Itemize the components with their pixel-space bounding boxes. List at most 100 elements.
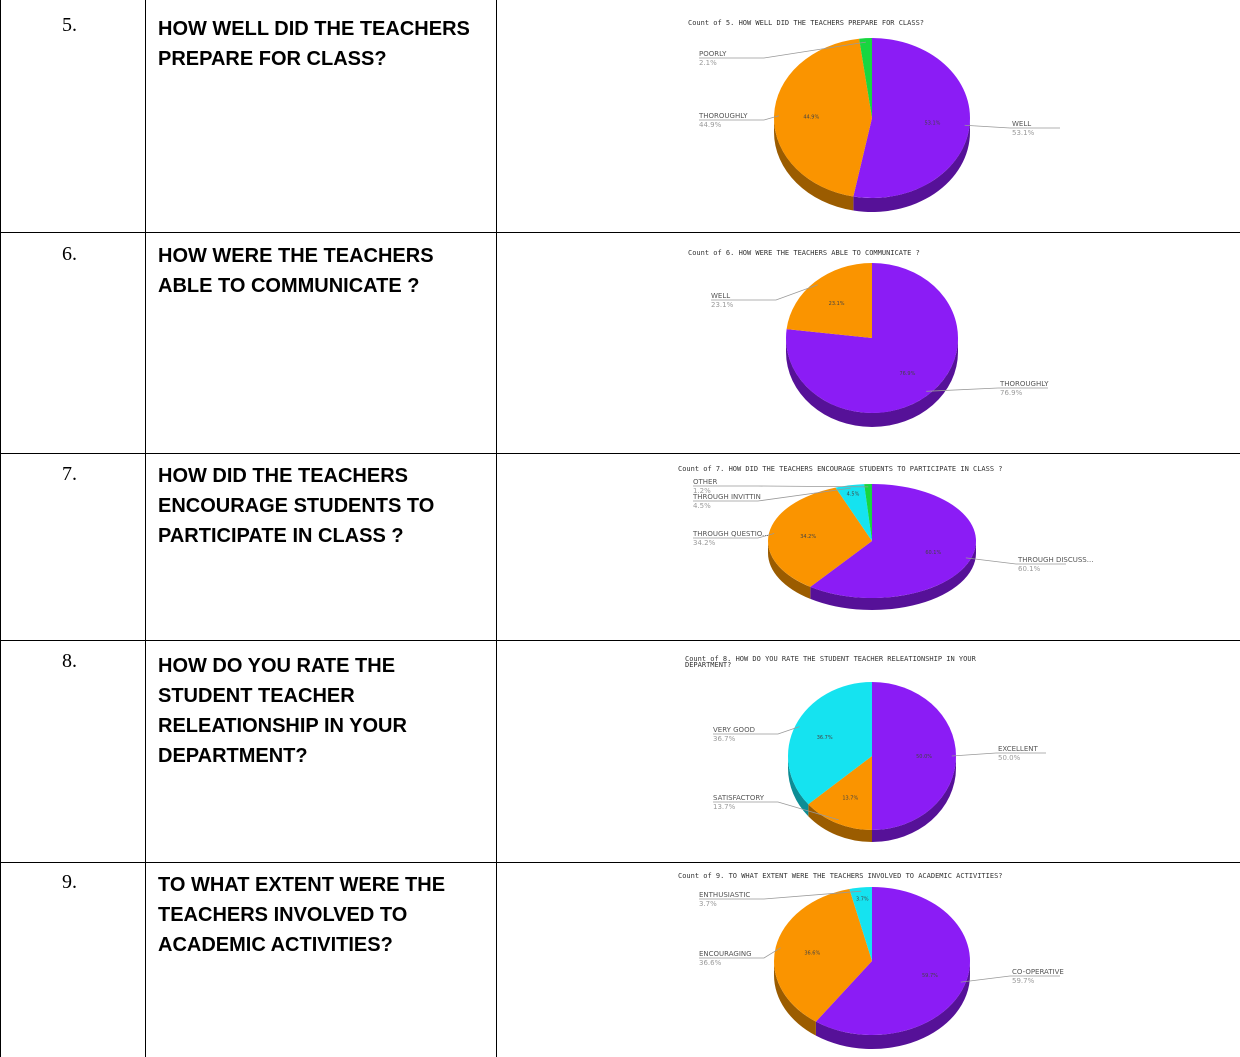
pie-slice-side	[810, 541, 976, 610]
slice-inside-label: 53.1%	[925, 121, 941, 127]
leader-line	[926, 387, 1048, 392]
slice-label: EXCELLENT	[998, 745, 1038, 753]
slice-label: THROUGH INVITTIN	[692, 493, 761, 501]
chart-title: Count of 6. HOW WERE THE TEACHERS ABLE T…	[688, 249, 920, 257]
leader-line	[693, 485, 869, 488]
pie-slice	[774, 888, 872, 1022]
slice-label: THOROUGHLY	[698, 112, 748, 120]
slice-percent: 76.9%	[1000, 389, 1023, 397]
slice-inside-label: 3.7%	[856, 897, 869, 903]
slice-inside-label: 50.0%	[916, 754, 932, 760]
slice-percent: 59.7%	[1012, 977, 1035, 985]
pie-slice	[788, 682, 872, 805]
leader-line	[699, 890, 862, 900]
column-divider-2	[496, 0, 497, 1057]
chart-title: Count of 9. TO WHAT EXTENT WERE THE TEAC…	[678, 872, 1003, 880]
pie-slice	[786, 263, 872, 338]
chart-title: Count of 5. HOW WELL DID THE TEACHERS PR…	[688, 19, 924, 27]
slice-percent: 1.2%	[693, 487, 711, 495]
pie-chart-q9: Count of 9. TO WHAT EXTENT WERE THE TEAC…	[660, 871, 1064, 1051]
pie-chart-svg: Count of 5. HOW WELL DID THE TEACHERS PR…	[688, 19, 1060, 212]
slice-label: CO-OPERATIVE	[1012, 968, 1064, 976]
chart-title: Count of 8. HOW DO YOU RATE THE STUDENT …	[685, 655, 977, 669]
pie-chart-q7: Count of 7. HOW DID THE TEACHERS ENCOURA…	[660, 465, 1093, 616]
slice-label: WELL	[1012, 120, 1031, 128]
question-text: HOW DO YOU RATE THE STUDENT TEACHER RELE…	[158, 655, 407, 767]
slice-inside-label: 13.7%	[842, 796, 858, 802]
table-border-left	[0, 0, 1, 1057]
leader-line	[951, 752, 1046, 757]
pie-slice	[872, 682, 956, 830]
question-number: 6.	[62, 243, 77, 265]
question-text: HOW WERE THE TEACHERS ABLE TO COMMUNICAT…	[158, 245, 434, 297]
slice-label: POORLY	[699, 50, 727, 58]
row-divider-1	[0, 232, 1240, 233]
leader-line	[713, 726, 800, 735]
question-number: 9.	[62, 871, 77, 893]
question-number: 7.	[62, 463, 77, 485]
pie-slice-side	[774, 961, 816, 1036]
slice-label: OTHER	[693, 478, 717, 486]
slice-percent: 36.6%	[699, 959, 722, 967]
pie-chart-q6: Count of 6. HOW WERE THE TEACHERS ABLE T…	[660, 248, 1049, 427]
slice-percent: 3.7%	[699, 900, 717, 908]
slice-label: THROUGH QUESTIO...	[692, 530, 769, 538]
pie-slice	[815, 887, 970, 1035]
slice-percent: 23.1%	[711, 301, 734, 309]
pie-chart-q5: Count of 5. HOW WELL DID THE TEACHERS PR…	[660, 18, 1060, 218]
slice-percent: 34.2%	[693, 539, 716, 547]
question-text: TO WHAT EXTENT WERE THE TEACHERS INVOLVE…	[158, 874, 446, 956]
slice-percent: 44.9%	[699, 121, 722, 129]
pie-slice	[835, 484, 872, 541]
slice-label: ENTHUSIASTIC	[699, 891, 750, 899]
pie-slice-side	[853, 118, 970, 212]
pie-slice-side	[808, 804, 872, 842]
question-number: 5.	[62, 14, 77, 36]
pie-chart-svg: Count of 7. HOW DID THE TEACHERS ENCOURA…	[678, 465, 1093, 610]
slice-percent: 36.7%	[713, 735, 736, 743]
slice-inside-label: 4.5%	[847, 492, 860, 498]
leader-line	[960, 975, 1060, 983]
leader-line	[713, 801, 839, 821]
slice-label: ENCOURAGING	[699, 950, 752, 958]
pie-chart-svg: Count of 8. HOW DO YOU RATE THE STUDENT …	[685, 655, 1046, 842]
slice-percent: 53.1%	[1012, 129, 1035, 137]
pie-slice	[774, 38, 872, 197]
pie-chart-svg: Count of 9. TO WHAT EXTENT WERE THE TEAC…	[678, 872, 1064, 1049]
slice-inside-label: 59.7%	[922, 973, 938, 979]
pie-slice-side	[786, 338, 958, 427]
slice-inside-label: 36.6%	[804, 950, 820, 956]
row-divider-4	[0, 862, 1240, 863]
pie-slice	[864, 484, 872, 541]
slice-inside-label: 44.9%	[803, 115, 819, 121]
row-divider-2	[0, 453, 1240, 454]
column-divider-1	[145, 0, 146, 1057]
slice-inside-label: 60.1%	[925, 550, 941, 556]
pie-slice-side	[774, 118, 854, 211]
pie-slice	[859, 38, 872, 118]
slice-label: THOROUGHLY	[999, 380, 1049, 388]
row-divider-3	[0, 640, 1240, 641]
leader-line	[699, 947, 781, 959]
slice-percent: 4.5%	[693, 502, 711, 510]
leader-line	[693, 487, 851, 502]
leader-line	[965, 557, 1066, 565]
pie-slice-side	[768, 541, 811, 599]
pie-slice	[853, 38, 970, 198]
slice-percent: 2.1%	[699, 59, 717, 67]
slice-label: SATISFACTORY	[713, 794, 765, 802]
pie-slice-side	[872, 756, 956, 842]
leader-line	[693, 533, 775, 539]
pie-slice	[810, 484, 976, 598]
leader-line	[964, 124, 1060, 129]
leader-line	[711, 284, 818, 301]
leader-line	[699, 115, 780, 121]
slice-label: WELL	[711, 292, 730, 300]
pie-slice	[849, 887, 872, 961]
pie-chart-svg: Count of 6. HOW WERE THE TEACHERS ABLE T…	[688, 249, 1049, 427]
slice-inside-label: 23.1%	[829, 301, 845, 307]
chart-title: Count of 7. HOW DID THE TEACHERS ENCOURA…	[678, 465, 1003, 473]
pie-slice	[768, 487, 872, 587]
slice-inside-label: 76.9%	[899, 371, 915, 377]
